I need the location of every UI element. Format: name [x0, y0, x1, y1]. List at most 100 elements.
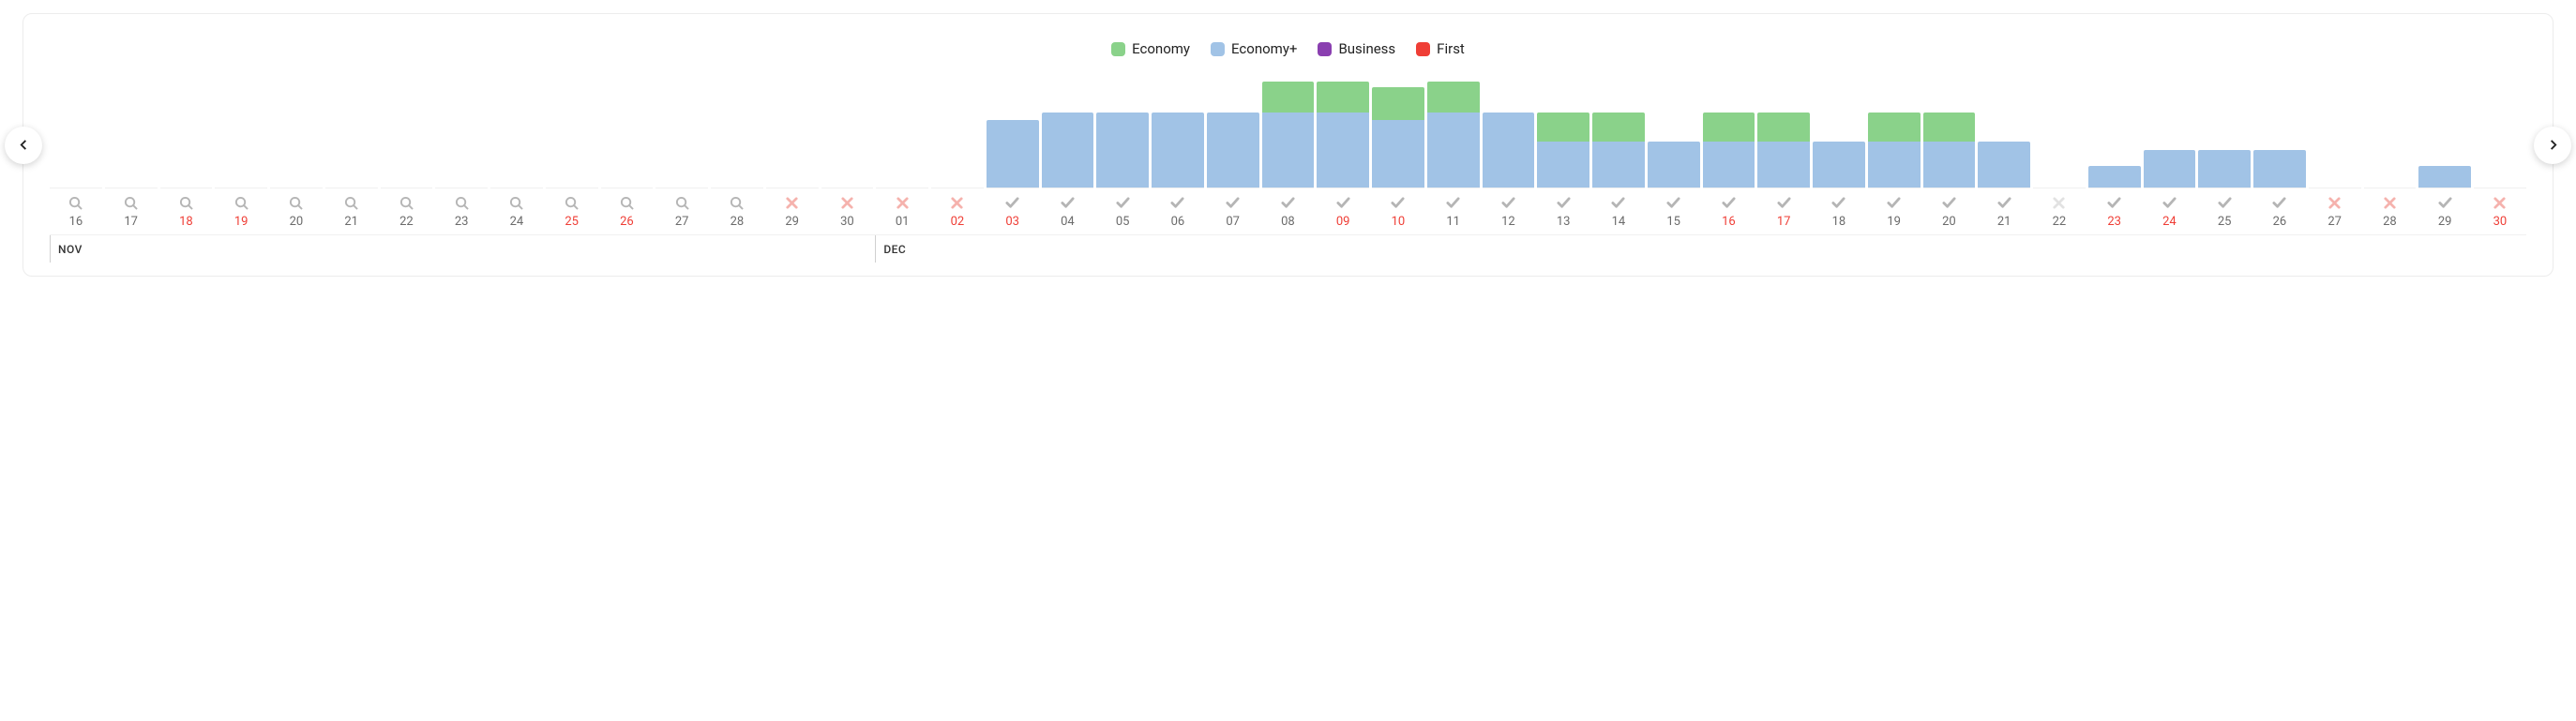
calendar-day[interactable]: 18 — [160, 76, 213, 229]
day-number: 16 — [1722, 215, 1736, 229]
calendar-day[interactable]: 06 — [1152, 76, 1204, 229]
search-icon — [675, 194, 689, 211]
calendar-day[interactable]: 30 — [2474, 76, 2526, 229]
bar-segment-economy-plus — [1703, 142, 1755, 188]
next-button[interactable] — [2534, 127, 2571, 164]
chevron-left-icon — [19, 140, 29, 150]
calendar-day[interactable]: 16 — [50, 76, 102, 229]
calendar-day[interactable]: 13 — [1537, 76, 1589, 229]
check-icon — [2162, 194, 2177, 211]
day-number: 29 — [785, 215, 799, 229]
check-icon — [1226, 194, 1240, 211]
day-number: 04 — [1061, 215, 1075, 229]
bar-segment-economy-plus — [1372, 120, 1424, 188]
calendar-day[interactable]: 10 — [1372, 76, 1424, 229]
calendar-day[interactable]: 16 — [1703, 76, 1755, 229]
bar-stack — [1483, 76, 1535, 188]
bar-stack — [2033, 76, 2086, 188]
calendar-day[interactable]: 21 — [1978, 76, 2030, 229]
bar-zone — [2144, 76, 2196, 188]
calendar-day[interactable]: 23 — [2088, 76, 2141, 229]
bar-stack — [105, 76, 158, 188]
calendar-day[interactable]: 17 — [1757, 76, 1810, 229]
calendar-day[interactable]: 03 — [987, 76, 1039, 229]
bar-stack — [987, 76, 1039, 188]
day-number: 19 — [1887, 215, 1901, 229]
unavailable-icon — [840, 194, 854, 211]
bar-stack — [1978, 76, 2030, 188]
legend-label: Economy — [1132, 40, 1190, 57]
calendar-day[interactable]: 28 — [2364, 76, 2417, 229]
calendar-day[interactable]: 14 — [1592, 76, 1645, 229]
legend-item[interactable]: Economy — [1111, 40, 1190, 57]
calendar-day[interactable]: 12 — [1483, 76, 1535, 229]
prev-button[interactable] — [5, 127, 42, 164]
calendar-day[interactable]: 29 — [2418, 76, 2471, 229]
calendar-day[interactable]: 28 — [711, 76, 763, 229]
legend-item[interactable]: First — [1416, 40, 1465, 57]
calendar-day[interactable]: 19 — [215, 76, 267, 229]
check-icon — [2218, 194, 2232, 211]
calendar-day[interactable]: 26 — [601, 76, 654, 229]
bar-zone — [1317, 76, 1369, 188]
calendar-day[interactable]: 25 — [2198, 76, 2251, 229]
legend-item[interactable]: Business — [1318, 40, 1395, 57]
day-number: 26 — [2273, 215, 2287, 229]
calendar-day[interactable]: 01 — [876, 76, 928, 229]
legend-swatch — [1211, 42, 1225, 56]
calendar-day[interactable]: 08 — [1262, 76, 1315, 229]
legend: Economy Economy+ Business First — [50, 40, 2526, 57]
bar-stack — [546, 76, 598, 188]
bar-zone — [435, 76, 488, 188]
chevron-right-icon — [2548, 140, 2558, 150]
check-icon — [1281, 194, 1295, 211]
bar-zone — [105, 76, 158, 188]
calendar-day[interactable]: 29 — [766, 76, 819, 229]
calendar-day[interactable]: 30 — [821, 76, 874, 229]
day-number: 25 — [565, 215, 579, 229]
bar-stack — [655, 76, 708, 188]
calendar-day[interactable]: 21 — [325, 76, 378, 229]
calendar-day[interactable]: 27 — [655, 76, 708, 229]
calendar-day[interactable]: 05 — [1096, 76, 1149, 229]
calendar-day[interactable]: 25 — [546, 76, 598, 229]
calendar-day[interactable]: 20 — [1923, 76, 1976, 229]
calendar-day[interactable]: 19 — [1868, 76, 1921, 229]
calendar-day[interactable]: 18 — [1813, 76, 1865, 229]
calendar-day[interactable]: 02 — [931, 76, 984, 229]
day-number: 05 — [1116, 215, 1130, 229]
calendar-day[interactable]: 09 — [1317, 76, 1369, 229]
calendar-day[interactable]: 04 — [1042, 76, 1094, 229]
check-icon — [1777, 194, 1791, 211]
bar-segment-economy — [1703, 113, 1755, 142]
calendar-day[interactable]: 07 — [1207, 76, 1259, 229]
calendar-day[interactable]: 23 — [435, 76, 488, 229]
bar-stack — [2088, 76, 2141, 188]
bar-zone — [270, 76, 323, 188]
check-icon — [1446, 194, 1460, 211]
legend-item[interactable]: Economy+ — [1211, 40, 1297, 57]
calendar-day[interactable]: 17 — [105, 76, 158, 229]
bar-zone — [2364, 76, 2417, 188]
bar-zone — [325, 76, 378, 188]
bar-segment-economy-plus — [1483, 113, 1535, 188]
calendar-day[interactable]: 26 — [2253, 76, 2306, 229]
search-icon — [124, 194, 138, 211]
calendar-day[interactable]: 24 — [2144, 76, 2196, 229]
calendar-day[interactable]: 22 — [2033, 76, 2086, 229]
check-icon — [2438, 194, 2452, 211]
unavailable-icon — [2493, 194, 2507, 211]
calendar-day[interactable]: 11 — [1427, 76, 1480, 229]
calendar-day[interactable]: 22 — [381, 76, 433, 229]
calendar-day[interactable]: 24 — [490, 76, 543, 229]
calendar-day[interactable]: 27 — [2309, 76, 2361, 229]
bar-segment-economy-plus — [1757, 142, 1810, 188]
bar-segment-economy — [1317, 82, 1369, 113]
bar-segment-economy-plus — [1923, 142, 1976, 188]
unavailable-icon — [2052, 194, 2066, 211]
bar-segment-economy-plus — [1537, 142, 1589, 188]
check-icon — [1722, 194, 1736, 211]
calendar-day[interactable]: 20 — [270, 76, 323, 229]
calendar-day[interactable]: 15 — [1648, 76, 1700, 229]
bar-segment-economy-plus — [1813, 142, 1865, 188]
